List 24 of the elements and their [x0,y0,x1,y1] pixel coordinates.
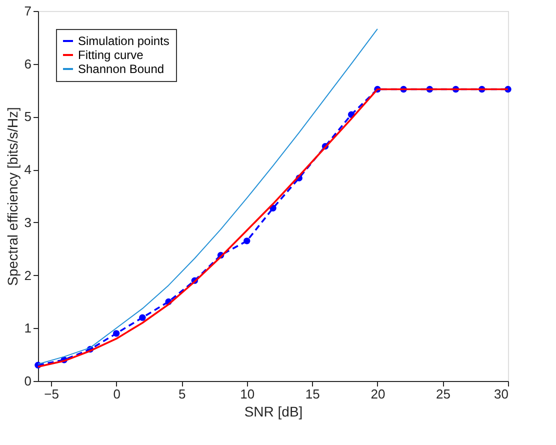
x-tick-label: −5 [44,386,59,402]
y-tick-label: 1 [24,320,32,336]
y-tick-label: 5 [24,109,32,124]
point [139,314,146,321]
x-tick-label: 10 [240,386,255,402]
x-axis-title: SNR [dB] [244,404,303,420]
y-tick-label: 3 [24,214,32,230]
x-tick-label: 30 [494,386,508,402]
x-tick-label: 20 [370,386,386,402]
legend-label: Shannon Bound [78,62,164,76]
y-axis-title: Spectral efficiency [bits/s/Hz] [4,107,20,286]
x-tick-label: 15 [305,386,320,402]
y-tick-label: 0 [24,374,32,388]
y-tick-label: 6 [24,56,32,72]
legend-label: Fitting curve [78,48,144,62]
point [244,238,250,244]
x-tick-label: 5 [178,386,186,402]
legend-label: Simulation points [78,34,170,48]
point [112,330,120,337]
y-tick-label: 7 [24,4,32,18]
y-tick-label: 2 [24,268,32,283]
y-tick-label: 4 [24,162,32,178]
x-tick-label: 0 [113,386,120,402]
x-tick-label: 25 [436,386,450,402]
